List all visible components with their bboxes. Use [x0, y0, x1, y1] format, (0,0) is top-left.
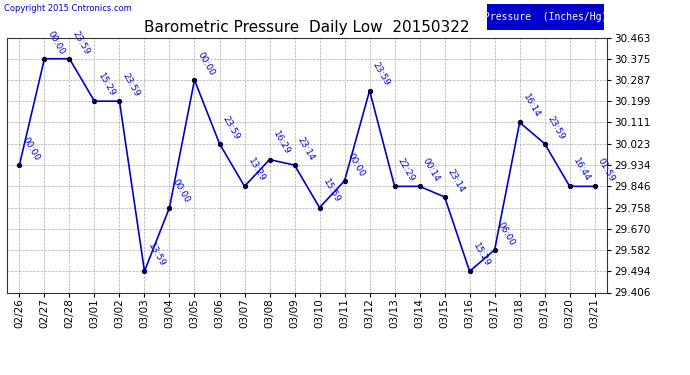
Text: 00:00: 00:00 [346, 151, 366, 178]
Point [139, 268, 150, 274]
Point [89, 98, 100, 104]
Text: 23:59: 23:59 [71, 29, 92, 56]
Text: Copyright 2015 Cntronics.com: Copyright 2015 Cntronics.com [4, 4, 132, 13]
Text: 15:29: 15:29 [96, 72, 117, 98]
Text: 23:59: 23:59 [546, 114, 566, 141]
Point [364, 88, 375, 94]
Point [464, 268, 475, 274]
Text: 00:00: 00:00 [171, 178, 192, 205]
Point [14, 162, 25, 168]
Text: 23:59: 23:59 [121, 72, 141, 98]
Text: 00:14: 00:14 [421, 157, 442, 184]
Point [514, 119, 525, 125]
Text: Pressure  (Inches/Hg): Pressure (Inches/Hg) [484, 12, 607, 22]
Text: 00:00: 00:00 [196, 50, 217, 77]
Text: 00:00: 00:00 [21, 135, 41, 162]
Point [189, 77, 200, 83]
Point [239, 183, 250, 189]
Point [164, 205, 175, 211]
Point [489, 247, 500, 253]
Point [114, 98, 125, 104]
Point [414, 183, 425, 189]
Point [64, 56, 75, 62]
Title: Barometric Pressure  Daily Low  20150322: Barometric Pressure Daily Low 20150322 [144, 20, 470, 35]
Point [339, 178, 350, 184]
Text: 13:29: 13:29 [246, 157, 266, 184]
Text: 15:29: 15:29 [471, 242, 492, 268]
Point [214, 141, 225, 147]
Text: 00:00: 00:00 [46, 29, 66, 56]
Text: 15:59: 15:59 [321, 178, 342, 205]
Text: 06:00: 06:00 [496, 220, 517, 247]
FancyBboxPatch shape [487, 4, 604, 30]
Text: 23:59: 23:59 [221, 114, 242, 141]
Point [439, 194, 450, 200]
Text: 23:14: 23:14 [446, 168, 466, 194]
Text: 13:59: 13:59 [146, 242, 166, 268]
Text: 23:14: 23:14 [296, 136, 317, 162]
Point [314, 205, 325, 211]
Text: 16:14: 16:14 [521, 93, 542, 120]
Point [39, 56, 50, 62]
Point [264, 157, 275, 163]
Point [389, 183, 400, 189]
Text: 01:59: 01:59 [596, 157, 617, 184]
Point [289, 162, 300, 168]
Text: 16:44: 16:44 [571, 157, 592, 184]
Point [564, 183, 575, 189]
Point [539, 141, 550, 147]
Point [589, 183, 600, 189]
Text: 16:29: 16:29 [271, 130, 292, 157]
Text: 22:29: 22:29 [396, 157, 417, 184]
Text: 23:59: 23:59 [371, 61, 392, 88]
